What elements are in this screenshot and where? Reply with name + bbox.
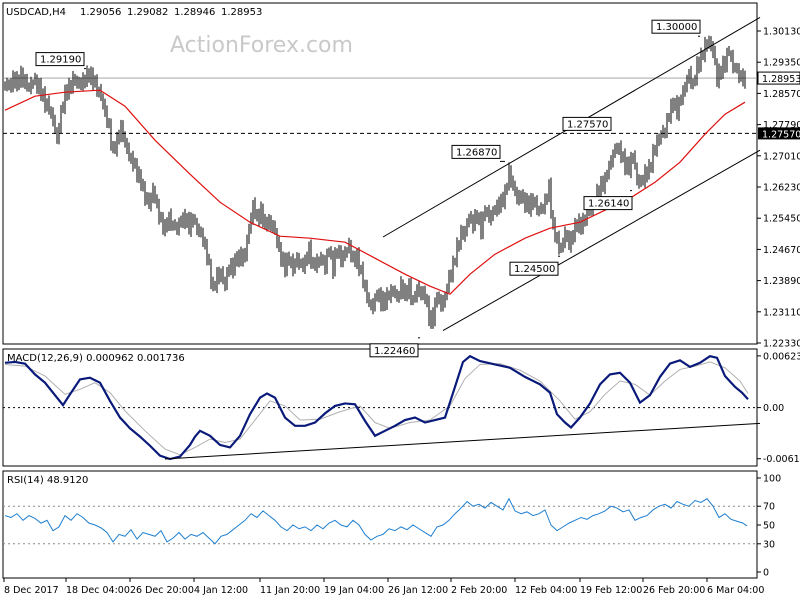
macd-panel: 0.006232 0.00 -0.006163 [3, 351, 800, 465]
macd-trendline [164, 422, 761, 460]
price-y-tick-label: 1.27010 [763, 151, 800, 162]
rsi-panel: 100 70 50 30 0 [3, 474, 781, 579]
macd-y-tick-label: -0.006163 [763, 454, 800, 465]
header-low: 1.28946 [174, 7, 215, 18]
x-tick-label: 18 Dec 04:00 [66, 585, 130, 596]
x-axis: 8 Dec 2017 18 Dec 04:00 26 Dec 20:00 4 Jan … [3, 578, 764, 596]
x-tick-label: 19 Feb 12:00 [580, 585, 642, 596]
rsi-panel-frame [2, 470, 758, 579]
x-tick-label: 11 Jan 20:00 [260, 585, 320, 596]
annotation-box [651, 19, 701, 34]
current-price-label: 1.28953 [762, 74, 800, 85]
price-y-tick-label: 1.22330 [763, 339, 800, 350]
annotation-box [451, 144, 501, 159]
macd-signal-line [4, 361, 749, 456]
header-symbol: USDCAD,H4 [6, 7, 66, 18]
current-price-box [757, 71, 800, 85]
x-tick-label: 26 Feb 20:00 [643, 585, 705, 596]
rsi-y-tick-label: 100 [763, 474, 781, 485]
moving-average-line [4, 89, 746, 295]
x-tick-label: 4 Jan 12:00 [194, 585, 248, 596]
header-high: 1.29082 [127, 7, 168, 18]
price-y-tick-label: 1.25450 [763, 214, 800, 225]
price-y-tick-label: 1.30130 [763, 27, 800, 38]
macd-line [4, 354, 749, 461]
price-y-tick-label: 1.24670 [763, 245, 800, 256]
x-tick-label: 12 Feb 04:00 [515, 585, 577, 596]
rsi-line [4, 497, 748, 545]
header-close: 1.28953 [221, 7, 262, 18]
candles-group [4, 35, 746, 329]
annotation-box [369, 343, 419, 358]
x-tick-label: 6 Mar 04:00 [707, 585, 764, 596]
rsi-y-tick-label: 70 [763, 502, 775, 513]
header-open: 1.29056 [80, 7, 121, 18]
rsi-title: RSI(14) 48.9120 [7, 475, 88, 486]
channel-lower-line [442, 149, 761, 332]
annotation-label: 1.22460 [374, 346, 415, 357]
price-y-tick-label: 1.26230 [763, 183, 800, 194]
price-panel-frame [2, 2, 758, 345]
price-y-tick-label: 1.29350 [763, 58, 800, 69]
annotation-box [583, 196, 633, 211]
annotation-label: 1.29190 [40, 55, 81, 66]
price-y-tick-label: 1.23110 [763, 307, 800, 318]
price-y-tick-label: 1.27790 [763, 120, 800, 131]
x-tick-label: 8 Dec 2017 [4, 585, 59, 596]
rsi-y-tick-label: 50 [763, 521, 775, 532]
level-price-label: 1.27570 [762, 129, 800, 140]
price-y-tick-label: 1.28570 [763, 89, 800, 100]
annotation-box [562, 116, 612, 131]
x-tick-label: 26 Jan 12:00 [388, 585, 448, 596]
price-panel: 1.30130 1.29350 1.28570 1.27790 1.27010 1.262… [3, 16, 800, 358]
x-tick-label: 2 Feb 20:00 [451, 585, 507, 596]
price-y-tick-label: 1.23890 [763, 276, 800, 287]
annotation-label: 1.24500 [514, 264, 555, 275]
x-tick-label: 26 Dec 20:00 [130, 585, 194, 596]
annotation-label: 1.27570 [567, 119, 608, 130]
watermark: ActionForex.com [170, 33, 353, 58]
annotation-label: 1.30000 [656, 22, 697, 33]
macd-title: MACD(12,26,9) 0.000962 0.001736 [7, 353, 185, 364]
annotation-label: 1.26140 [588, 199, 629, 210]
level-price-box [758, 127, 800, 140]
annotation-label: 1.26870 [456, 147, 497, 158]
annotation-box [35, 52, 85, 67]
rsi-y-tick-label: 0 [763, 568, 769, 579]
price-header: USDCAD,H4 1.29056 1.29082 1.28946 1.2895… [6, 7, 262, 18]
macd-y-tick-label: 0.006232 [763, 351, 800, 362]
rsi-y-tick-label: 30 [763, 539, 775, 550]
macd-y-tick-label: 0.00 [763, 403, 784, 414]
x-tick-label: 19 Jan 04:00 [324, 585, 384, 596]
annotation-box [509, 261, 559, 276]
